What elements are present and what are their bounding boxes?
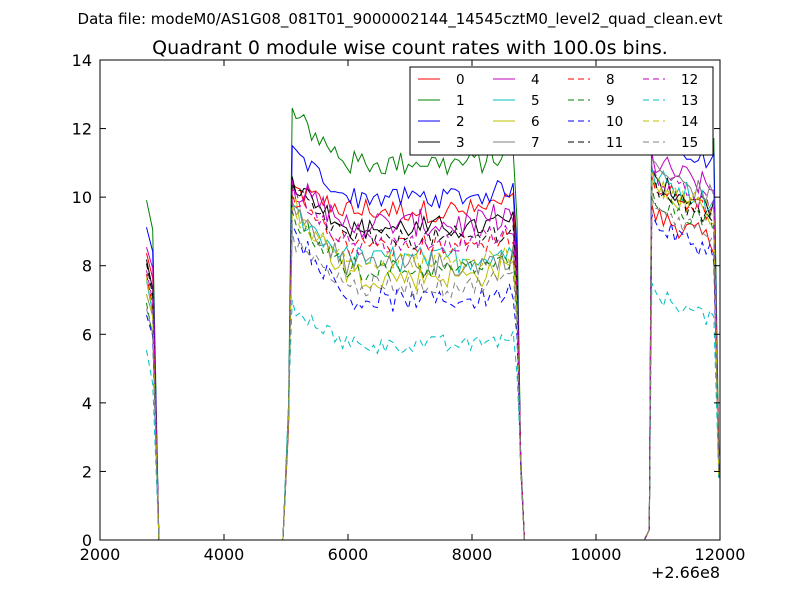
legend-label-15: 15 <box>681 135 698 151</box>
legend-label-5: 5 <box>531 93 540 109</box>
y-tick-label: 0 <box>82 531 92 550</box>
series-line-10 <box>146 214 720 541</box>
series-line-2 <box>146 125 720 541</box>
series-line-13 <box>146 282 720 541</box>
legend-label-11: 11 <box>606 135 623 151</box>
y-tick-label: 12 <box>72 120 92 139</box>
legend-box <box>409 66 714 156</box>
series-line-14 <box>146 172 720 541</box>
legend-label-1: 1 <box>456 93 465 109</box>
series-line-11 <box>146 178 720 541</box>
legend-label-9: 9 <box>606 93 615 109</box>
x-tick-label: 6000 <box>328 545 369 564</box>
series-line-12 <box>146 166 720 541</box>
y-tick-label: 6 <box>82 325 92 344</box>
x-tick-label: 8000 <box>452 545 493 564</box>
x-tick-label: 2000 <box>80 545 121 564</box>
x-tick-label: 12000 <box>695 545 746 564</box>
y-tick-label: 4 <box>82 394 92 413</box>
y-tick-label: 8 <box>82 257 92 276</box>
plot-area <box>146 94 720 541</box>
series-line-5 <box>146 166 720 541</box>
series-line-15 <box>146 196 720 541</box>
series-line-6 <box>146 176 720 541</box>
x-offset-label: +2.66e8 <box>651 563 720 582</box>
legend-label-4: 4 <box>531 72 540 88</box>
legend-label-14: 14 <box>681 114 698 130</box>
legend-label-0: 0 <box>456 72 465 88</box>
legend-label-3: 3 <box>456 135 465 151</box>
x-tick-label: 10000 <box>571 545 622 564</box>
legend-label-12: 12 <box>681 72 698 88</box>
file-suptitle: Data file: modeM0/AS1G08_081T01_90000021… <box>78 10 723 29</box>
legend-label-13: 13 <box>681 93 698 109</box>
legend-label-7: 7 <box>531 135 540 151</box>
y-tick-label: 10 <box>72 188 92 207</box>
axes-frame <box>99 59 721 541</box>
series-line-7 <box>146 158 720 541</box>
legend-label-10: 10 <box>606 114 623 130</box>
x-tick-label: 4000 <box>204 545 245 564</box>
chart-title: Quadrant 0 module wise count rates with … <box>152 37 668 59</box>
series-line-4 <box>146 152 720 541</box>
legend-label-6: 6 <box>531 114 540 130</box>
y-tick-label: 2 <box>82 462 92 481</box>
series-line-9 <box>146 186 720 541</box>
series-line-0 <box>146 182 720 541</box>
legend-label-2: 2 <box>456 114 465 130</box>
series-line-3 <box>146 167 720 541</box>
y-tick-label: 14 <box>72 51 92 70</box>
series-line-8 <box>146 176 720 541</box>
series-line-1 <box>146 94 720 541</box>
legend-label-8: 8 <box>606 72 615 88</box>
